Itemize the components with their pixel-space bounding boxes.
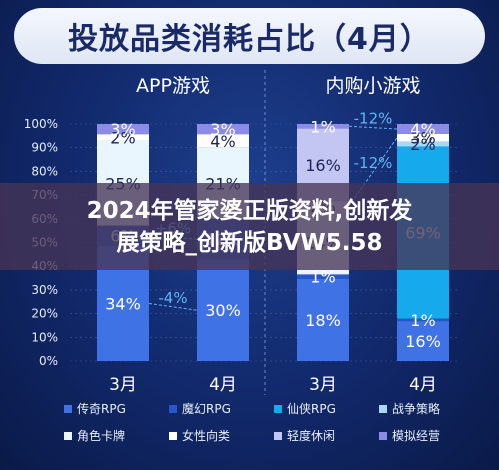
x-tick-label: 4月 (209, 375, 237, 395)
change-connector (348, 125, 398, 130)
y-tick-label: 10% (31, 330, 58, 344)
legend-label: 女性向类 (182, 429, 231, 443)
legend-label: 角色卡牌 (77, 429, 126, 443)
group-label: APP游戏 (136, 75, 210, 97)
y-tick-label: 0% (39, 354, 58, 368)
segment-value-label: 2% (410, 135, 435, 154)
segment-value-label: 2% (110, 129, 135, 148)
segment-value-label: 34% (105, 294, 141, 313)
segment-value-label: 16% (305, 156, 341, 175)
legend-swatch (379, 404, 387, 413)
bar-segment (297, 124, 349, 129)
legend-swatch (274, 404, 282, 413)
x-tick-label: 3月 (309, 375, 337, 395)
legend-swatch (169, 431, 177, 440)
y-tick-label: 80% (31, 164, 58, 178)
bar-segment (397, 141, 449, 147)
legend-label: 仙侠RPG (287, 402, 336, 416)
segment-value-label: 3% (410, 129, 435, 148)
change-label: -12% (354, 110, 393, 128)
segment-value-label: 16% (405, 332, 441, 351)
legend-item: 女性向类 (169, 427, 274, 444)
segment-value-label: 18% (305, 311, 341, 330)
legend: 传奇RPG 魔幻RPG 仙侠RPG 战争策略角色卡牌 女性向类 轻度休闲 模拟经营 (64, 400, 484, 444)
group-labels: APP游戏 内购小游戏 (136, 75, 420, 97)
bar-segment (97, 124, 149, 135)
group-label: 内购小游戏 (325, 75, 420, 97)
legend-label: 战争策略 (392, 402, 441, 416)
y-tick-label: 90% (31, 141, 58, 155)
legend-item: 传奇RPG (64, 400, 169, 417)
x-tick-label: 3月 (109, 375, 137, 395)
segment-value-label: 30% (205, 301, 241, 320)
segment-value-label: 3% (110, 120, 135, 139)
y-tick-label: 100% (24, 117, 58, 131)
legend-item: 模拟经营 (379, 427, 484, 444)
banner-line-1: 2024年管家婆正版资料,创新发 (86, 197, 413, 224)
legend-item: 仙侠RPG (274, 400, 379, 417)
legend-item: 魔幻RPG (169, 400, 274, 417)
banner-line-2: 展策略_创新版BVW5.58 (116, 229, 383, 256)
x-tick-label: 4月 (409, 375, 437, 395)
legend-swatch (169, 404, 177, 413)
bar-segment (197, 259, 249, 361)
bar-segment (397, 133, 449, 142)
legend-label: 传奇RPG (77, 402, 126, 416)
y-tick-label: 30% (31, 283, 58, 297)
legend-item: 轻度休闲 (274, 427, 379, 444)
legend-item: 角色卡牌 (64, 427, 169, 444)
legend-swatch (64, 431, 72, 440)
segment-value-label: 1% (310, 117, 335, 136)
legend-item: 战争策略 (379, 400, 484, 417)
bar-segment (297, 274, 349, 279)
bar-segment (197, 134, 249, 148)
segment-value-label: 4% (410, 120, 435, 139)
bar-segment (397, 318, 449, 322)
segment-value-label: 3% (210, 120, 235, 139)
x-axis-ticks: 3月 4月 3月 4月 (109, 375, 437, 395)
y-tick-label: 20% (31, 307, 58, 321)
bar-segment (97, 134, 149, 141)
legend-swatch (379, 431, 387, 440)
bar-segment (297, 278, 349, 361)
segment-value-label: 1% (410, 311, 435, 330)
bar-segment (397, 124, 449, 134)
legend-swatch (274, 431, 282, 440)
legend-swatch (64, 404, 72, 413)
segment-value-label: 1% (310, 268, 335, 287)
overlay-banner: 2024年管家婆正版资料,创新发 展策略_创新版BVW5.58 (0, 183, 499, 270)
legend-label: 轻度休闲 (287, 429, 336, 443)
bar-segment (197, 124, 249, 135)
bar-segment (397, 321, 449, 361)
change-connector (348, 137, 398, 207)
title-bar: 投放品类消耗占比（4月） (14, 8, 485, 64)
change-connector (148, 302, 198, 311)
legend-label: 模拟经营 (392, 429, 441, 443)
legend-label: 魔幻RPG (182, 402, 231, 416)
chart-title: 投放品类消耗占比（4月） (68, 22, 431, 57)
segment-value-label: 4% (210, 132, 235, 151)
change-label: -4% (158, 289, 187, 307)
change-label: -12% (354, 154, 393, 172)
